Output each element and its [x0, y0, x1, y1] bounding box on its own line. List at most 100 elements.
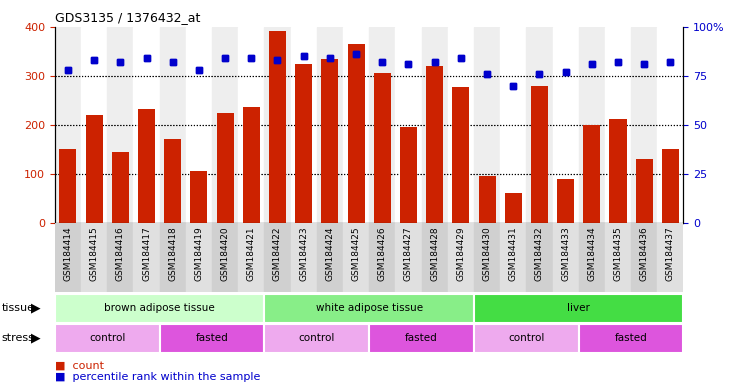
- Bar: [636, 159, 653, 223]
- Bar: [531, 86, 548, 223]
- Text: ▶: ▶: [31, 302, 40, 314]
- Bar: [631, 27, 657, 223]
- Bar: [164, 139, 181, 223]
- Text: ■  count: ■ count: [55, 361, 104, 371]
- Bar: [447, 223, 474, 292]
- Bar: [238, 27, 265, 223]
- Bar: [86, 115, 102, 223]
- Text: fasted: fasted: [615, 333, 648, 343]
- Text: ▶: ▶: [31, 332, 40, 344]
- Bar: [133, 27, 159, 223]
- Bar: [159, 223, 186, 292]
- Text: GSM184424: GSM184424: [325, 226, 334, 281]
- Bar: [190, 171, 208, 223]
- Bar: [265, 27, 290, 223]
- Bar: [557, 179, 574, 223]
- Bar: [662, 149, 679, 223]
- Bar: [631, 223, 657, 292]
- Text: GSM184434: GSM184434: [587, 226, 596, 281]
- Bar: [290, 223, 317, 292]
- Bar: [479, 176, 496, 223]
- Bar: [81, 223, 107, 292]
- Text: fasted: fasted: [196, 333, 228, 343]
- Text: control: control: [89, 333, 126, 343]
- Bar: [526, 223, 553, 292]
- Bar: [474, 324, 579, 353]
- Bar: [112, 152, 129, 223]
- Bar: [159, 27, 186, 223]
- Bar: [55, 294, 265, 323]
- Bar: [59, 149, 77, 223]
- Bar: [59, 149, 77, 223]
- Text: GSM184436: GSM184436: [640, 226, 648, 281]
- Bar: [347, 44, 365, 223]
- Text: liver: liver: [567, 303, 590, 313]
- Bar: [190, 171, 208, 223]
- Bar: [500, 223, 526, 292]
- Bar: [452, 87, 469, 223]
- Text: GSM184427: GSM184427: [404, 226, 413, 281]
- Bar: [317, 27, 343, 223]
- Bar: [322, 59, 338, 223]
- Bar: [322, 59, 338, 223]
- Text: GSM184428: GSM184428: [430, 226, 439, 281]
- Bar: [243, 107, 260, 223]
- Text: GSM184418: GSM184418: [168, 226, 177, 281]
- Bar: [553, 27, 579, 223]
- Bar: [295, 64, 312, 223]
- Text: ■  percentile rank within the sample: ■ percentile rank within the sample: [55, 372, 260, 382]
- Text: GSM184431: GSM184431: [509, 226, 518, 281]
- Bar: [133, 223, 159, 292]
- Text: GSM184435: GSM184435: [613, 226, 623, 281]
- Text: GSM184429: GSM184429: [456, 226, 466, 281]
- Bar: [657, 27, 683, 223]
- Bar: [447, 27, 474, 223]
- Text: GSM184419: GSM184419: [194, 226, 203, 281]
- Bar: [610, 119, 626, 223]
- Bar: [395, 27, 422, 223]
- Bar: [504, 194, 522, 223]
- Bar: [579, 27, 605, 223]
- Text: GSM184423: GSM184423: [299, 226, 308, 281]
- Bar: [422, 27, 447, 223]
- Bar: [369, 324, 474, 353]
- Text: GSM184416: GSM184416: [115, 226, 125, 281]
- Bar: [605, 223, 631, 292]
- Bar: [317, 223, 343, 292]
- Bar: [579, 324, 683, 353]
- Bar: [369, 27, 395, 223]
- Bar: [269, 31, 286, 223]
- Bar: [504, 194, 522, 223]
- Text: GSM184430: GSM184430: [482, 226, 491, 281]
- Text: control: control: [508, 333, 545, 343]
- Bar: [164, 139, 181, 223]
- Bar: [238, 223, 265, 292]
- Bar: [662, 149, 679, 223]
- Text: GSM184437: GSM184437: [666, 226, 675, 281]
- Bar: [657, 223, 683, 292]
- Bar: [138, 109, 155, 223]
- Text: GDS3135 / 1376432_at: GDS3135 / 1376432_at: [55, 11, 200, 24]
- Bar: [579, 223, 605, 292]
- Bar: [265, 324, 369, 353]
- Text: GSM184422: GSM184422: [273, 226, 282, 281]
- Text: fasted: fasted: [405, 333, 438, 343]
- Bar: [265, 294, 474, 323]
- Bar: [583, 125, 600, 223]
- Bar: [553, 223, 579, 292]
- Bar: [452, 87, 469, 223]
- Bar: [81, 27, 107, 223]
- Bar: [159, 324, 265, 353]
- Bar: [636, 159, 653, 223]
- Text: GSM184417: GSM184417: [142, 226, 151, 281]
- Bar: [479, 176, 496, 223]
- Bar: [186, 27, 212, 223]
- Bar: [347, 44, 365, 223]
- Bar: [422, 223, 447, 292]
- Text: brown adipose tissue: brown adipose tissue: [105, 303, 215, 313]
- Text: control: control: [298, 333, 335, 343]
- Bar: [395, 223, 422, 292]
- Bar: [86, 115, 102, 223]
- Text: GSM184414: GSM184414: [64, 226, 72, 281]
- Bar: [186, 223, 212, 292]
